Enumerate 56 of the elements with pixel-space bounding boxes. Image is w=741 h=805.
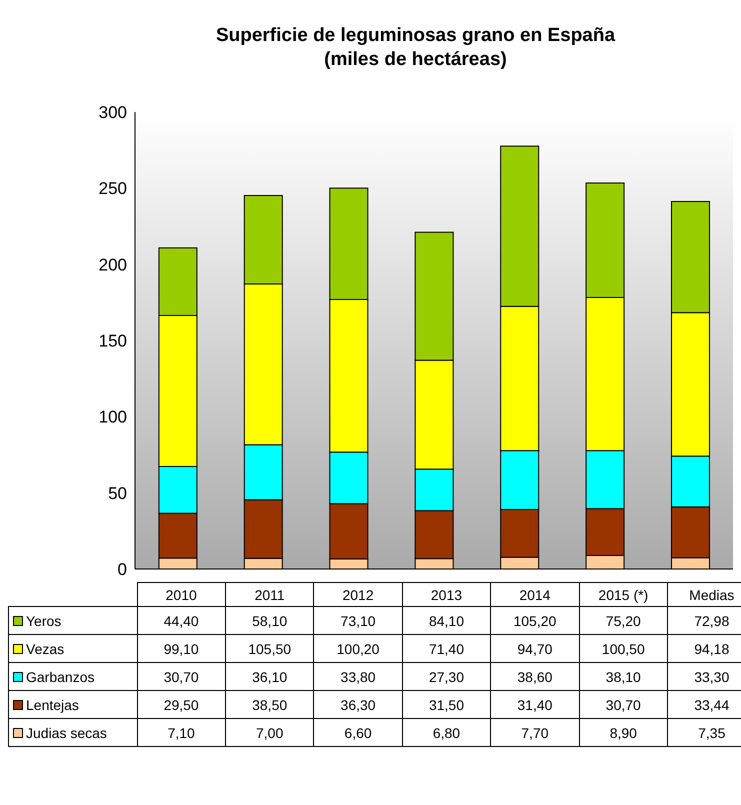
data-label: 58,10	[225, 606, 314, 634]
data-label: 38,60	[490, 662, 580, 690]
x-tick-label: 2014	[490, 582, 580, 606]
x-tick-label: 2012	[314, 582, 402, 606]
data-label: 30,70	[137, 662, 226, 690]
y-tick-label: 300	[98, 103, 127, 122]
data-label: 84,10	[402, 606, 491, 634]
data-label: 29,50	[137, 690, 226, 718]
legend-label: Vezas	[8, 634, 137, 662]
data-label: 36,10	[225, 662, 314, 690]
data-label: 30,70	[579, 690, 668, 718]
data-label: 94,18	[668, 634, 741, 662]
x-tick-label: 2013	[402, 582, 491, 606]
chart-subtitle: (miles de hectáreas)	[323, 48, 508, 72]
data-label: 100,20	[314, 634, 402, 662]
legend-label: Garbanzos	[8, 662, 137, 690]
y-tick-label: 50	[108, 484, 127, 503]
data-label: 75,20	[579, 606, 668, 634]
legend-label: Lentejas	[8, 690, 137, 718]
data-label: 27,30	[402, 662, 491, 690]
data-label: 6,60	[314, 718, 402, 746]
data-label: 36,30	[314, 690, 402, 718]
x-tick-label: 2010	[137, 582, 226, 606]
y-tick-label: 0	[118, 560, 127, 580]
data-label: 7,10	[137, 718, 226, 746]
x-tick-label: 2011	[225, 582, 314, 606]
data-label: 71,40	[402, 634, 491, 662]
legend-label: Judias secas	[8, 718, 137, 746]
legend-label: Yeros	[8, 606, 137, 634]
data-label: 105,50	[225, 634, 314, 662]
data-label: 38,10	[579, 662, 668, 690]
x-tick-label: Medias	[668, 582, 741, 606]
data-label: 94,70	[490, 634, 580, 662]
data-label: 31,50	[402, 690, 491, 718]
y-tick-label: 150	[98, 332, 127, 351]
data-label: 33,44	[668, 690, 741, 718]
y-tick-label: 100	[98, 408, 127, 427]
chart-title: Superficie de leguminosas grano en España	[214, 24, 616, 48]
data-label: 33,30	[668, 662, 741, 690]
data-label: 44,40	[137, 606, 226, 634]
data-label: 72,98	[668, 606, 741, 634]
x-tick-label: 2015 (*)	[579, 582, 668, 606]
data-label: 38,50	[225, 690, 314, 718]
data-label: 31,40	[490, 690, 580, 718]
data-label: 99,10	[137, 634, 226, 662]
data-label: 73,10	[314, 606, 402, 634]
data-label: 8,90	[579, 718, 668, 746]
data-label: 7,35	[668, 718, 741, 746]
data-label: 100,50	[579, 634, 668, 662]
data-label: 7,00	[225, 718, 314, 746]
y-tick-label: 250	[98, 179, 127, 198]
data-label: 105,20	[490, 606, 580, 634]
data-label: 6,80	[402, 718, 491, 746]
y-tick-label: 200	[98, 255, 127, 274]
data-label: 33,80	[314, 662, 402, 690]
data-label: 7,70	[490, 718, 580, 746]
